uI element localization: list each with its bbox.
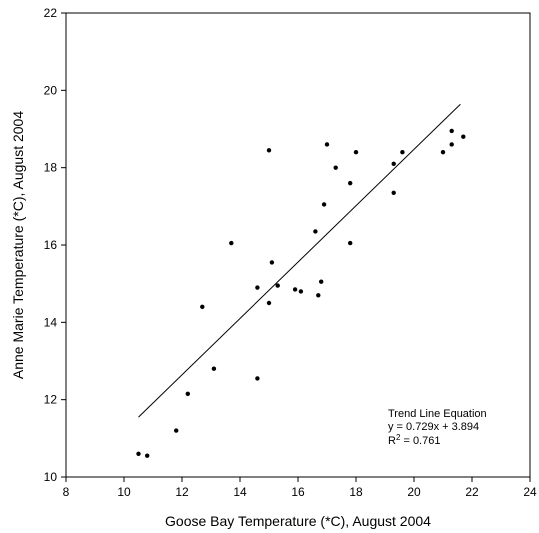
y-tick-label: 18 <box>44 161 58 175</box>
y-tick-label: 10 <box>44 470 58 484</box>
x-tick-label: 16 <box>291 485 305 499</box>
x-tick-label: 22 <box>465 485 479 499</box>
data-point <box>298 289 304 294</box>
data-point <box>348 180 353 186</box>
x-tick-label: 18 <box>349 485 363 499</box>
data-point <box>319 279 324 284</box>
trend-line-layer <box>138 103 461 418</box>
data-point <box>229 240 234 246</box>
data-point <box>316 293 321 298</box>
x-tick-label: 20 <box>407 485 421 499</box>
axis-ticks: 8 10 12 14 16 18 20 22 24 10 12 14 16 18 20 22 <box>44 6 537 499</box>
data-point <box>321 202 327 207</box>
data-point <box>391 190 396 195</box>
x-tick-label: 8 <box>63 485 70 499</box>
annotation-equation: y = 0.729x + 3.894 <box>388 421 479 433</box>
x-tick-label: 10 <box>117 485 131 499</box>
data-point <box>200 304 205 310</box>
data-point <box>185 391 190 397</box>
y-tick-label: 14 <box>44 315 58 329</box>
x-tick-label: 14 <box>233 485 247 499</box>
data-point <box>145 453 150 458</box>
y-tick-label: 12 <box>44 393 58 407</box>
data-point <box>211 366 217 371</box>
x-tick-label: 12 <box>175 485 189 499</box>
y-tick-label: 22 <box>44 6 58 20</box>
data-point <box>255 376 260 381</box>
r-squared-prefix: R <box>388 435 396 447</box>
y-axis-label: Anne Marie Temperature (*C), August 2004 <box>10 111 26 379</box>
r-squared-value: = 0.761 <box>400 435 440 447</box>
data-point <box>348 240 353 246</box>
data-point <box>449 142 454 147</box>
data-point <box>313 229 318 234</box>
data-point <box>269 260 275 265</box>
x-axis-label: Goose Bay Temperature (*C), August 2004 <box>165 513 431 529</box>
trend-line <box>138 103 461 418</box>
data-point <box>440 150 446 155</box>
data-point <box>255 285 260 290</box>
r-squared-superscript: 2 <box>396 433 401 442</box>
data-point <box>324 142 330 147</box>
y-tick-label: 16 <box>44 238 58 252</box>
data-point <box>461 134 466 139</box>
data-point <box>136 451 141 456</box>
data-point <box>391 161 396 166</box>
data-point <box>400 150 405 155</box>
trend-line-annotation: Trend Line Equation y = 0.729x + 3.894 R… <box>388 408 487 447</box>
data-point <box>266 300 272 306</box>
annotation-title: Trend Line Equation <box>388 408 487 420</box>
data-point <box>266 148 272 153</box>
data-point <box>333 165 338 170</box>
annotation-r-squared: R2 = 0.761 <box>388 433 440 447</box>
data-points <box>136 128 466 458</box>
x-tick-label: 24 <box>523 485 537 499</box>
data-point <box>449 128 454 134</box>
data-point <box>353 150 359 155</box>
plot-frame <box>65 12 531 478</box>
data-point <box>292 287 298 292</box>
data-point <box>174 428 179 433</box>
y-tick-label: 20 <box>44 83 58 97</box>
data-point <box>275 283 280 288</box>
